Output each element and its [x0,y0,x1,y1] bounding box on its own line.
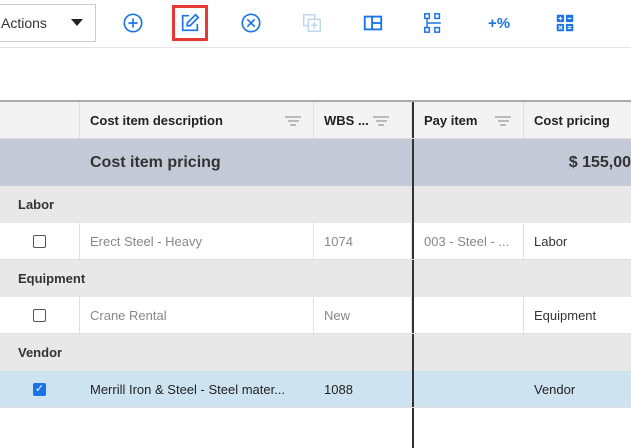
add-percent-label: +% [487,14,511,32]
filter-icon[interactable] [373,116,389,128]
toolbar: Actions +% [0,0,631,48]
add-percent-icon[interactable]: +% [484,8,514,38]
group-label: Labor [0,186,414,223]
row-select-cell: ✓ [0,371,80,407]
header-label: Pay item [424,112,478,128]
layout-icon[interactable] [358,8,388,38]
wbs-cell[interactable]: 1074 [314,223,412,259]
filter-icon[interactable] [495,116,511,128]
row-checkbox[interactable]: ✓ [33,382,46,396]
row-select-cell [0,297,80,333]
cost-items-grid: Cost item description WBS ... Pay item C… [0,100,631,448]
row-select-cell [0,223,80,259]
summary-spacer [314,139,412,186]
wbs-cell[interactable]: New [314,297,412,333]
actions-label: Actions [1,15,47,31]
pay-item-cell[interactable] [412,371,524,407]
header-select [0,102,80,138]
caret-down-icon [71,19,83,26]
summary-label: Cost item pricing [90,153,221,171]
row-checkbox[interactable] [33,308,46,322]
summary-spacer [0,139,80,186]
empty-row [0,408,631,448]
description-cell[interactable]: Merrill Iron & Steel - Steel mater... [80,371,314,407]
pay-item-cell[interactable] [412,297,524,333]
add-circle-icon[interactable] [118,8,148,38]
header-label: WBS ... [324,112,369,128]
group-row[interactable]: Equipment [0,260,631,297]
cost-pricing-cell[interactable]: Equipment [534,307,597,323]
cost-pricing-cell[interactable]: Labor [534,233,568,249]
description-cell[interactable]: Erect Steel - Heavy [80,223,314,259]
header-label: Cost item description [90,112,223,128]
group-row[interactable]: Vendor [0,334,631,371]
filter-icon[interactable] [285,116,301,128]
pay-item-cell[interactable]: 003 - Steel - ... [412,223,524,259]
copy-add-icon [297,8,327,38]
group-label: Vendor [0,334,414,371]
header-wbs[interactable]: WBS ... [314,102,412,138]
header-description[interactable]: Cost item description [80,102,314,138]
calculator-icon[interactable] [550,8,580,38]
summary-row: Cost item pricing $ 155,00 [0,139,631,186]
edit-icon[interactable] [172,5,208,41]
table-row[interactable]: Crane Rental New Equipment [0,297,631,334]
table-row[interactable]: Erect Steel - Heavy 1074 003 - Steel - .… [0,223,631,260]
hierarchy-icon[interactable] [418,8,448,38]
table-row[interactable]: ✓ Merrill Iron & Steel - Steel mater... … [0,371,631,408]
header-pay-item[interactable]: Pay item [412,102,524,138]
cancel-circle-icon[interactable] [236,8,266,38]
description-cell[interactable]: Crane Rental [80,297,314,333]
wbs-cell[interactable]: 1088 [314,371,412,407]
group-label: Equipment [0,260,414,297]
header-row: Cost item description WBS ... Pay item C… [0,102,631,139]
header-label: Cost pricing [534,112,610,128]
summary-spacer [412,139,524,186]
header-cost-pricing[interactable]: Cost pricing [524,102,631,138]
group-row[interactable]: Labor [0,186,631,223]
row-checkbox[interactable] [33,234,46,248]
cost-pricing-cell[interactable]: Vendor [534,381,576,397]
summary-amount: $ 155,00 [568,153,631,171]
actions-dropdown[interactable]: Actions [0,4,96,42]
